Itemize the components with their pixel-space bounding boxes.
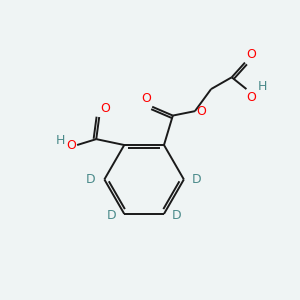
Text: D: D xyxy=(106,209,116,222)
Text: D: D xyxy=(171,209,181,222)
Text: O: O xyxy=(246,91,256,103)
Text: D: D xyxy=(192,173,202,186)
Text: O: O xyxy=(196,105,206,118)
Text: O: O xyxy=(66,139,76,152)
Text: D: D xyxy=(86,173,95,186)
Text: O: O xyxy=(141,92,151,105)
Text: H: H xyxy=(258,80,267,93)
Text: O: O xyxy=(101,102,111,115)
Text: O: O xyxy=(246,48,256,61)
Text: H: H xyxy=(56,134,65,147)
